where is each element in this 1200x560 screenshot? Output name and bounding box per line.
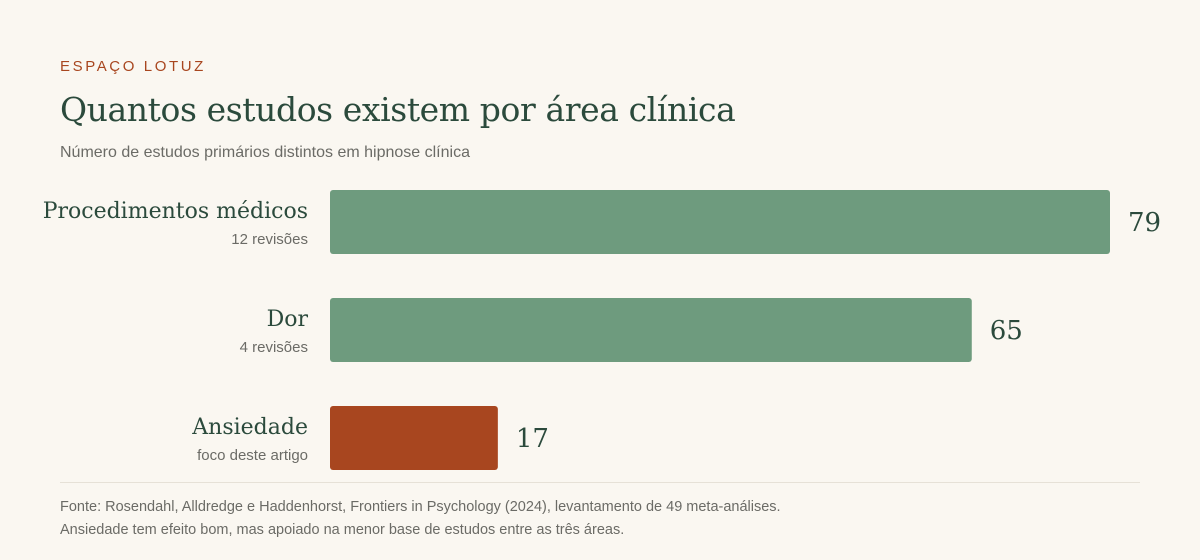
value-label-dor: 65 xyxy=(990,316,1023,346)
category-label-dor: Dor xyxy=(267,307,309,332)
value-label-procedimentos-medicos: 79 xyxy=(1128,208,1161,238)
bar-procedimentos-medicos xyxy=(330,190,1110,254)
value-label-ansiedade: 17 xyxy=(516,424,549,454)
footer-divider xyxy=(60,482,1140,483)
category-sublabel-procedimentos-medicos: 12 revisões xyxy=(231,231,308,248)
category-label-ansiedade: Ansiedade xyxy=(191,415,308,440)
source-note: Fonte: Rosendahl, Alldredge e Haddenhors… xyxy=(60,499,781,515)
category-sublabel-dor: 4 revisões xyxy=(240,339,308,356)
bar-ansiedade xyxy=(330,406,498,470)
category-sublabel-ansiedade: foco deste artigo xyxy=(197,447,308,464)
category-label-procedimentos-medicos: Procedimentos médicos xyxy=(43,199,308,224)
chart-title: Quantos estudos existem por área clínica xyxy=(60,90,736,129)
bar-dor xyxy=(330,298,972,362)
chart-subtitle: Número de estudos primários distintos em… xyxy=(60,144,470,161)
brand-label: ESPAÇO LOTUZ xyxy=(60,58,206,75)
footer-note: Ansiedade tem efeito bom, mas apoiado na… xyxy=(60,522,625,538)
bar-chart: Procedimentos médicos 12 revisões 79 Dor 4 r… xyxy=(43,190,1161,470)
